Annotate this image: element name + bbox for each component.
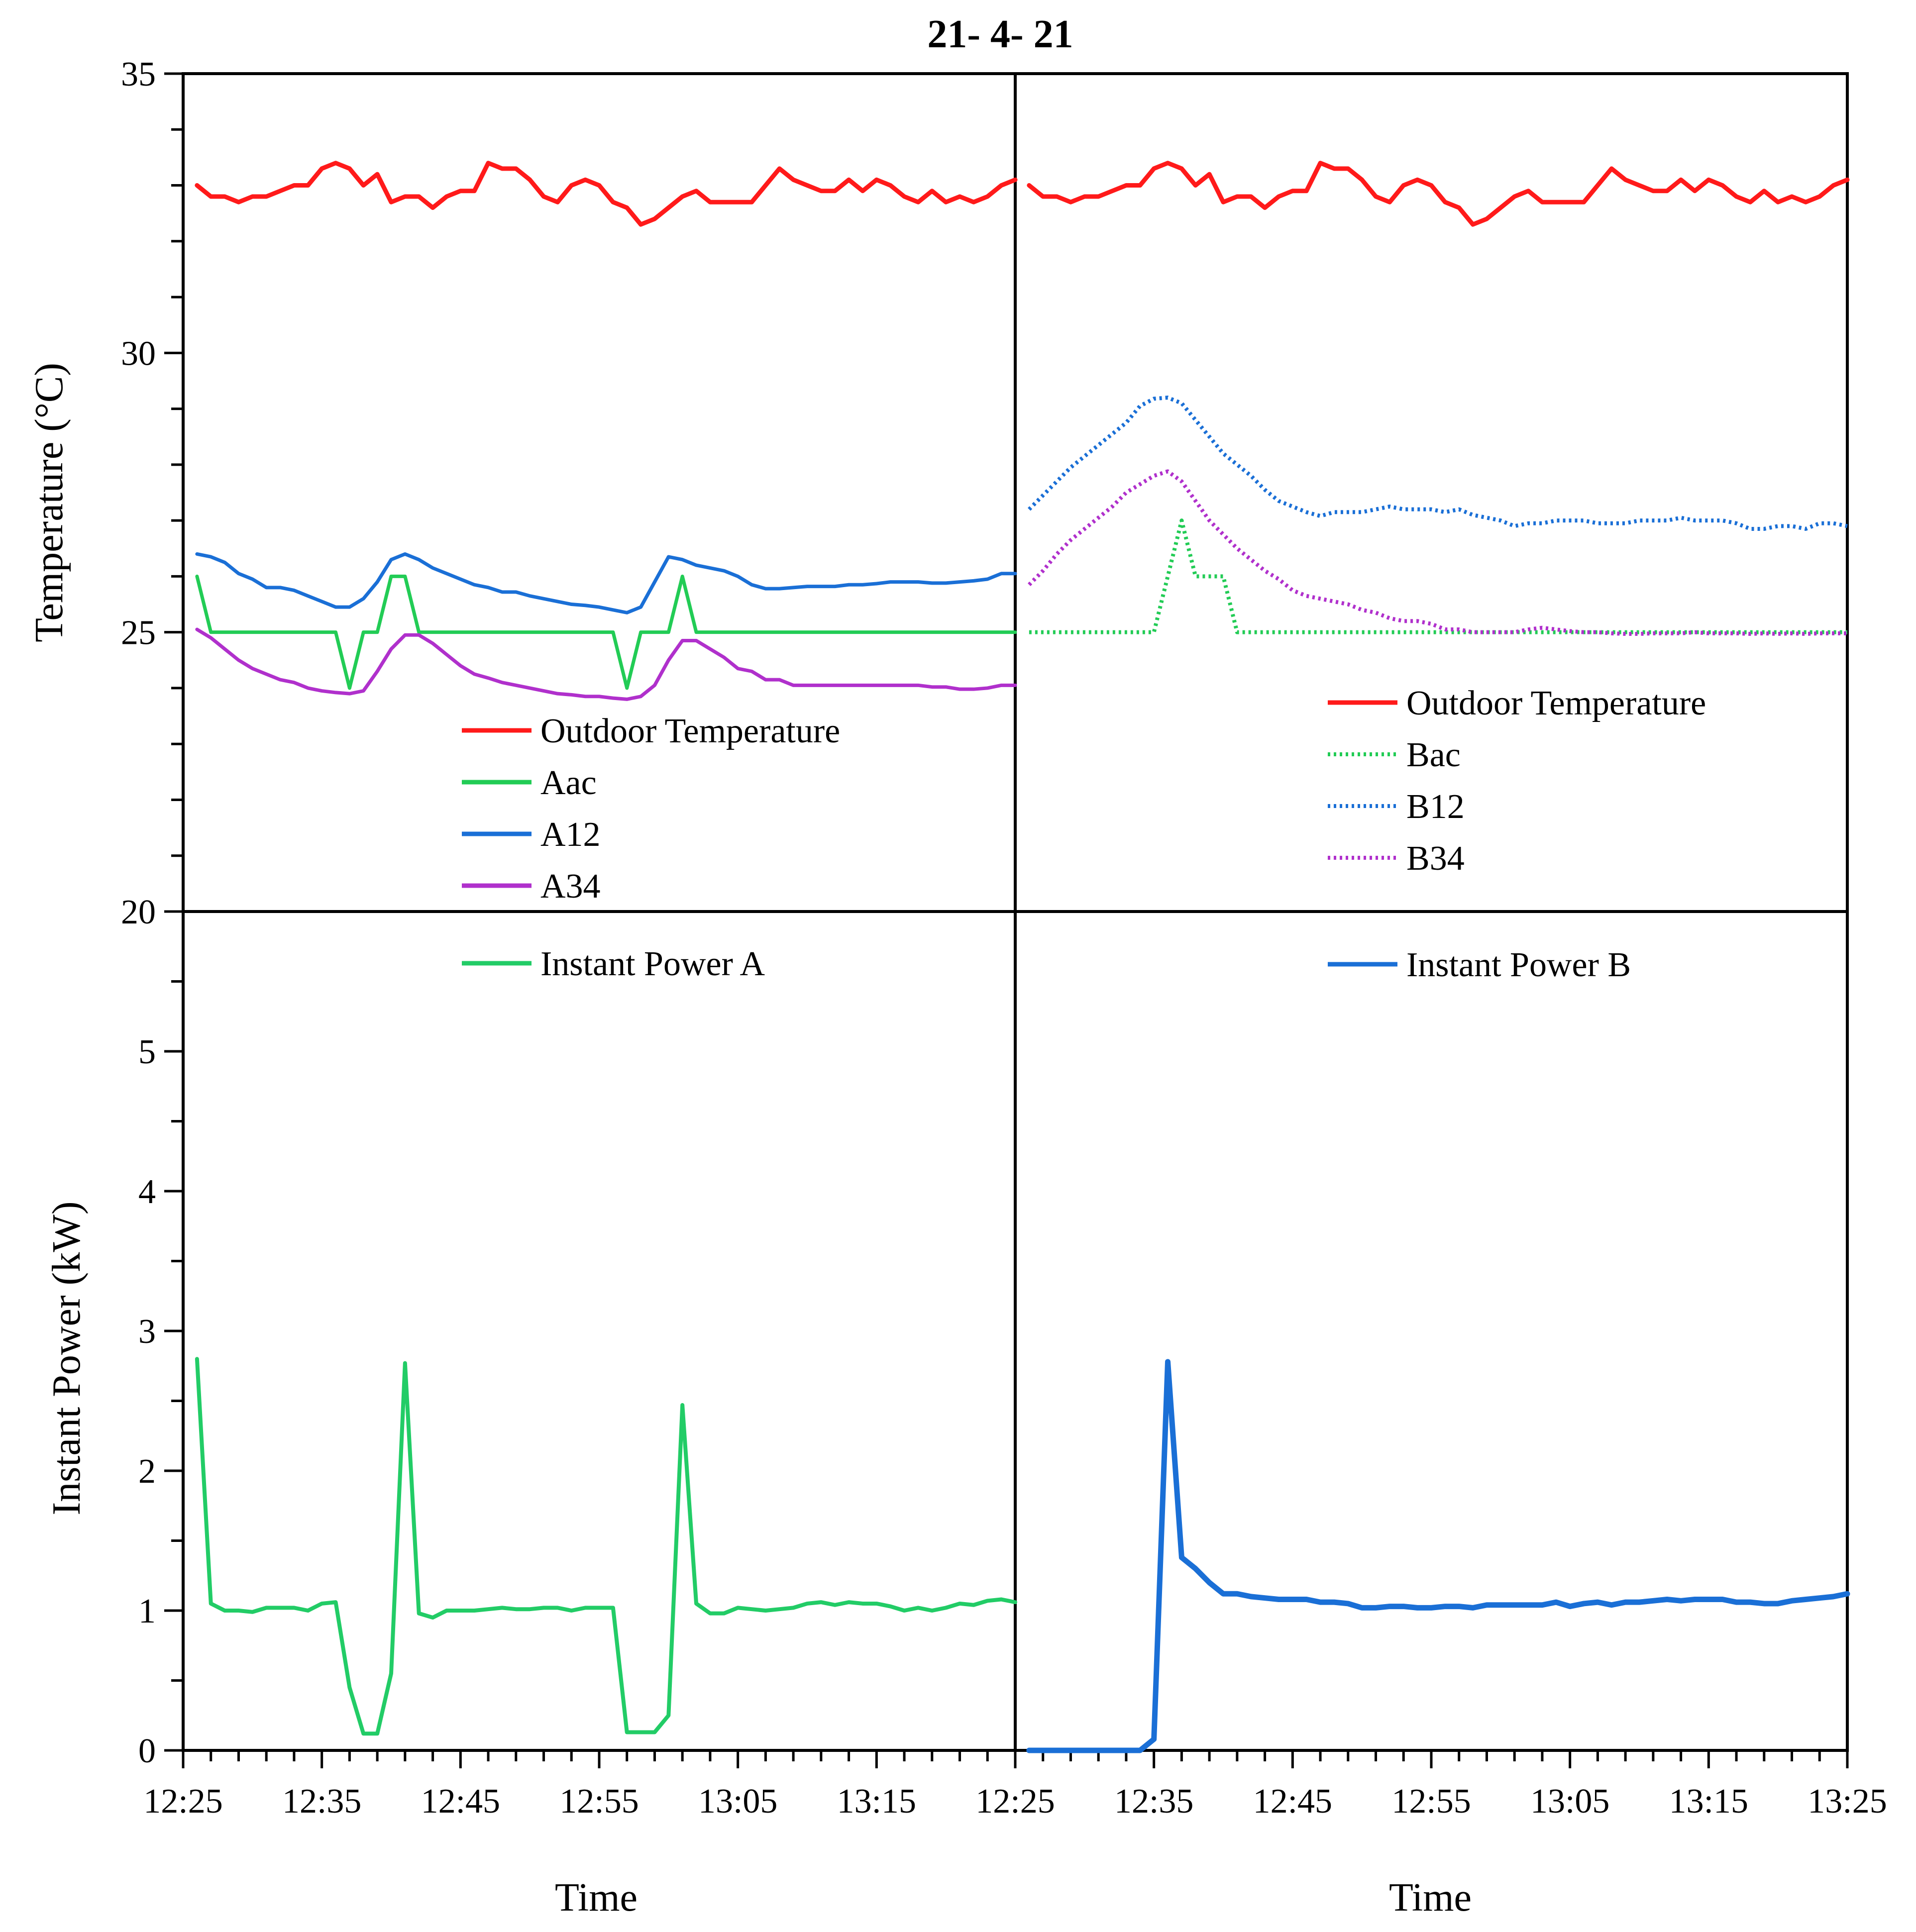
- legend-power-a-label: Instant Power A: [540, 945, 765, 983]
- power-y-tick-label: 2: [138, 1452, 156, 1491]
- x-tick-label-right: 12:25: [975, 1782, 1055, 1821]
- series-line-temperature-B-b34: [1028, 469, 1847, 636]
- legend-b-label: Bac: [1406, 736, 1461, 774]
- series-line-power-B-instant-power-b: [1026, 1359, 1850, 1753]
- temp-y-tick-label: 35: [121, 55, 156, 94]
- power-y-tick-label: 3: [138, 1313, 156, 1351]
- legend-b-label: Outdoor Temperature: [1406, 684, 1706, 722]
- temperature-y-axis-title: Temperature (°C): [27, 363, 71, 642]
- x-tick-label-left: 12:25: [143, 1782, 222, 1821]
- power-y-tick-label: 4: [138, 1173, 156, 1211]
- series-line-temperature-A-a34: [195, 627, 1017, 701]
- series-line-temperature-A-aac: [195, 574, 1017, 690]
- x-tick-label-right: 12:55: [1391, 1782, 1471, 1821]
- x-axis-title-right: Time: [1389, 1876, 1472, 1920]
- x-tick-label-left: 12:55: [559, 1782, 639, 1821]
- x-tick-label-left: 13:05: [698, 1782, 777, 1821]
- power-y-tick-label: 1: [138, 1592, 156, 1630]
- x-tick-label-right: 13:25: [1808, 1782, 1887, 1821]
- temp-y-tick-label: 30: [121, 334, 156, 373]
- series-line-temperature-B-bac: [1029, 518, 1847, 634]
- power-y-tick-label: 5: [138, 1033, 156, 1071]
- power-y-tick-label: 0: [138, 1732, 156, 1770]
- legend-a-label: A12: [540, 815, 601, 854]
- x-tick-label-left: 12:35: [282, 1782, 361, 1821]
- x-tick-label-right: 12:35: [1114, 1782, 1193, 1821]
- panel-frames: [182, 72, 1849, 1752]
- legend-a-label: Aac: [540, 764, 597, 802]
- legend-b-label: B34: [1406, 839, 1465, 878]
- legend-a-label: A34: [540, 867, 601, 906]
- temp-y-tick-label: 20: [121, 893, 156, 931]
- series-line-temperature-A-outdoor-temperature: [195, 161, 1018, 227]
- x-tick-label-right: 13:05: [1530, 1782, 1609, 1821]
- temp-y-tick-label: 25: [121, 614, 156, 652]
- axis-ticks: 20 25 30 35 0 1 2 3 4 5 12:25 12:35 12:45 12:55 13:05 1…: [121, 55, 1887, 1821]
- x-tick-label-right: 13:15: [1669, 1782, 1748, 1821]
- series-line-temperature-B-outdoor-temperature: [1027, 161, 1850, 227]
- data-series: [195, 161, 1850, 1753]
- legend-b-label: B12: [1406, 788, 1465, 826]
- series-line-temperature-A-a12: [195, 552, 1017, 614]
- x-tick-label-left: 12:45: [421, 1782, 500, 1821]
- legends: Outdoor Temperature Aac A12 A34 Outdoor Temp…: [462, 684, 1706, 984]
- series-line-temperature-B-b12: [1028, 396, 1848, 531]
- legend-power-b-label: Instant Power B: [1406, 946, 1631, 984]
- power-y-axis-title: Instant Power (kW): [45, 1202, 89, 1516]
- x-tick-label-right: 12:45: [1253, 1782, 1332, 1821]
- chart-title: 21- 4- 21: [927, 12, 1073, 56]
- legend-a-label: Outdoor Temperature: [540, 712, 840, 750]
- series-line-power-A-instant-power-a: [195, 1357, 1017, 1736]
- x-tick-label-left: 13:15: [837, 1782, 916, 1821]
- x-axis-title-left: Time: [555, 1876, 638, 1920]
